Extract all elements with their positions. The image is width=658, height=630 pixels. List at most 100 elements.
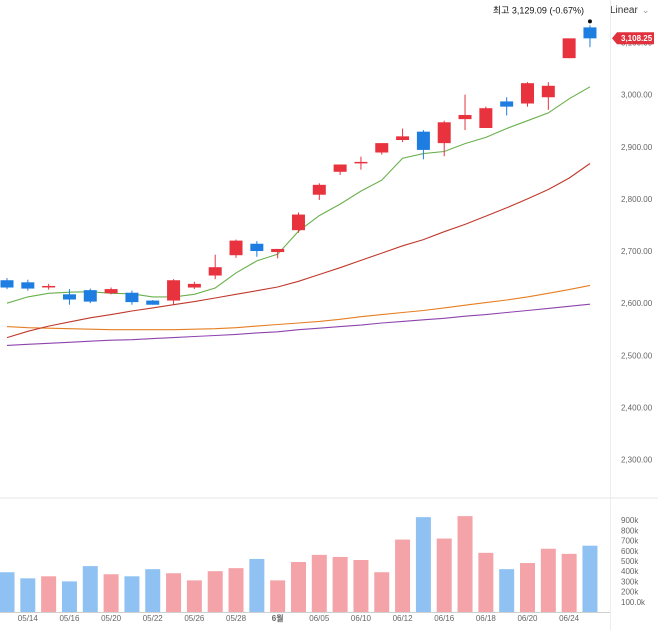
- volume-bar: [124, 576, 140, 612]
- volume-bar: [61, 581, 77, 612]
- volume-bar: [103, 574, 119, 612]
- candle-body: [271, 248, 285, 253]
- high-marker: [587, 19, 592, 24]
- price-tick-label: 3,000.00: [621, 91, 653, 100]
- volume-bar: [207, 571, 223, 612]
- candle-body: [416, 131, 430, 150]
- volume-tick-label: 700k: [621, 537, 639, 546]
- x-tick-label: 06/12: [393, 614, 414, 623]
- x-tick-label: 06/20: [517, 614, 538, 623]
- price-tick-label: 2,300.00: [621, 456, 653, 465]
- volume-bar: [20, 578, 36, 612]
- current-price-label: 3,108.25: [621, 34, 653, 43]
- volume-bar: [395, 539, 411, 612]
- ma120-line: [6, 303, 591, 346]
- x-tick-label: 06/24: [559, 614, 580, 623]
- chevron-down-icon: ⌄: [641, 4, 650, 15]
- volume-tick-label: 900k: [621, 516, 639, 525]
- high-annotation: 최고 3,129.09 (-0.67%): [493, 5, 584, 15]
- volume-bar: [311, 554, 327, 612]
- candle-body: [0, 280, 14, 288]
- ma60-line: [6, 284, 591, 331]
- volume-bar: [0, 572, 15, 612]
- candle-body: [83, 290, 97, 302]
- volume-bar: [270, 580, 286, 612]
- x-tick-label: 05/20: [101, 614, 122, 623]
- x-tick-label: 06/16: [434, 614, 455, 623]
- volume-bar: [228, 568, 244, 612]
- volume-tick-label: 100.0k: [621, 598, 646, 607]
- price-tick-label: 2,400.00: [621, 403, 653, 412]
- candle-body: [562, 38, 576, 59]
- volume-bar: [561, 553, 577, 612]
- price-tick-label: 2,500.00: [621, 351, 653, 360]
- x-tick-label: 06/10: [351, 614, 372, 623]
- candle-body: [437, 122, 451, 144]
- volume-bar: [436, 538, 452, 612]
- price-tick-label: 2,800.00: [621, 195, 653, 204]
- volume-bar: [499, 569, 515, 612]
- x-tick-label: 06/05: [309, 614, 330, 623]
- candle-body: [479, 108, 493, 129]
- ma5-line: [6, 86, 591, 304]
- x-tick-label: 05/16: [59, 614, 80, 623]
- candle-body: [208, 267, 222, 276]
- scale-selector[interactable]: Linear ⌄: [610, 2, 649, 18]
- price-tick-label: 2,700.00: [621, 247, 653, 256]
- x-tick-label: 05/14: [18, 614, 39, 623]
- candle-body: [354, 161, 368, 164]
- x-tick-label: 05/26: [184, 614, 205, 623]
- volume-bar: [145, 569, 161, 612]
- candle-body: [250, 243, 264, 252]
- volume-bar: [374, 572, 390, 612]
- volume-bar: [41, 576, 57, 612]
- scale-selector-label: Linear: [610, 4, 638, 16]
- candle-body: [167, 280, 181, 301]
- volume-bar: [166, 573, 182, 612]
- volume-bar: [520, 563, 535, 612]
- volume-bar: [457, 516, 473, 612]
- x-tick-label: 6월: [272, 613, 284, 623]
- candle-body: [104, 289, 118, 294]
- candle-body: [42, 285, 56, 288]
- candle-body: [291, 214, 305, 231]
- candle-body: [312, 184, 326, 195]
- volume-tick-label: 600k: [621, 547, 639, 556]
- x-tick-label: 05/22: [143, 614, 164, 623]
- candle-body: [583, 27, 597, 39]
- ma20-line: [6, 163, 591, 339]
- volume-tick-label: 400k: [621, 567, 639, 576]
- volume-tick-label: 500k: [621, 557, 639, 566]
- volume-bar: [290, 562, 306, 612]
- volume-bar: [415, 517, 431, 612]
- candle-body: [375, 143, 389, 153]
- candle-body: [21, 282, 35, 289]
- candle-body: [62, 294, 76, 300]
- x-tick-label: 05/28: [226, 614, 247, 623]
- candle-body: [541, 85, 555, 98]
- candle-body: [229, 240, 243, 256]
- candle-body: [521, 83, 534, 104]
- volume-bar: [478, 552, 494, 612]
- volume-bar: [332, 556, 348, 612]
- price-tick-label: 2,600.00: [621, 299, 653, 308]
- volume-bar: [582, 545, 598, 612]
- volume-bar: [540, 548, 556, 612]
- candle-body: [500, 101, 514, 107]
- volume-bar: [82, 566, 98, 612]
- x-tick-label: 06/18: [476, 614, 497, 623]
- volume-bar: [249, 558, 265, 612]
- candle-body: [125, 292, 139, 303]
- candle-body: [187, 283, 201, 288]
- volume-tick-label: 800k: [621, 526, 639, 535]
- volume-bar: [353, 559, 369, 612]
- candle-body: [146, 300, 160, 305]
- volume-bar: [186, 580, 202, 612]
- volume-tick-label: 300k: [621, 577, 639, 586]
- price-tick-label: 2,900.00: [621, 143, 653, 152]
- volume-tick-label: 200k: [621, 588, 639, 597]
- candle-body: [333, 164, 347, 172]
- current-price-tag: [612, 32, 654, 45]
- candle-body: [396, 136, 410, 140]
